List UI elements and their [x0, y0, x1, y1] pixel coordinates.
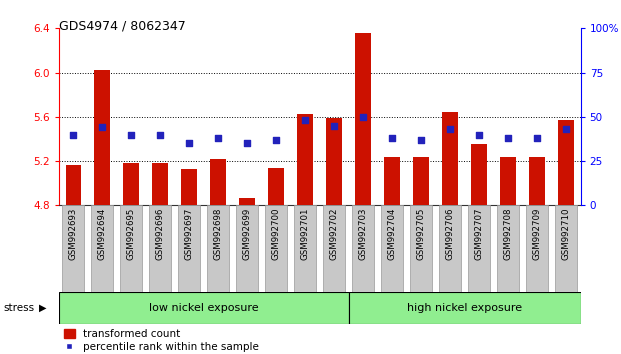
Bar: [124, 163, 139, 205]
Point: [503, 135, 513, 141]
Text: GSM992707: GSM992707: [474, 208, 484, 261]
FancyBboxPatch shape: [265, 205, 288, 292]
Text: GSM992696: GSM992696: [156, 208, 165, 260]
FancyBboxPatch shape: [59, 292, 349, 324]
Point: [271, 137, 281, 143]
Text: GSM992694: GSM992694: [98, 208, 107, 260]
Bar: [501, 156, 516, 205]
FancyBboxPatch shape: [410, 205, 432, 292]
Bar: [66, 165, 81, 205]
Point: [155, 132, 165, 137]
Text: GSM992702: GSM992702: [330, 208, 339, 261]
FancyBboxPatch shape: [381, 205, 403, 292]
FancyBboxPatch shape: [439, 205, 461, 292]
Text: GSM992695: GSM992695: [127, 208, 136, 260]
Point: [184, 141, 194, 146]
Legend: transformed count, percentile rank within the sample: transformed count, percentile rank withi…: [64, 329, 259, 352]
FancyBboxPatch shape: [324, 205, 345, 292]
Text: low nickel exposure: low nickel exposure: [149, 303, 259, 313]
Point: [214, 135, 224, 141]
Text: GSM992709: GSM992709: [533, 208, 542, 260]
Bar: [442, 112, 458, 205]
FancyBboxPatch shape: [120, 205, 142, 292]
Point: [532, 135, 542, 141]
FancyBboxPatch shape: [468, 205, 490, 292]
Bar: [239, 198, 255, 205]
Bar: [558, 120, 574, 205]
Point: [388, 135, 397, 141]
Text: GSM992706: GSM992706: [446, 208, 455, 261]
Bar: [529, 156, 545, 205]
Point: [127, 132, 137, 137]
Text: stress: stress: [3, 303, 34, 313]
FancyBboxPatch shape: [526, 205, 548, 292]
FancyBboxPatch shape: [63, 205, 84, 292]
Bar: [384, 156, 400, 205]
Point: [329, 123, 339, 129]
Point: [97, 125, 107, 130]
Text: GSM992710: GSM992710: [561, 208, 571, 261]
FancyBboxPatch shape: [150, 205, 171, 292]
FancyBboxPatch shape: [207, 205, 229, 292]
Text: GSM992693: GSM992693: [69, 208, 78, 260]
Bar: [471, 144, 487, 205]
FancyBboxPatch shape: [178, 205, 201, 292]
Bar: [355, 33, 371, 205]
Text: GSM992708: GSM992708: [504, 208, 513, 261]
Point: [358, 114, 368, 120]
Text: GSM992697: GSM992697: [185, 208, 194, 260]
Point: [242, 141, 252, 146]
Bar: [327, 118, 342, 205]
FancyBboxPatch shape: [294, 205, 316, 292]
Point: [416, 137, 426, 143]
FancyBboxPatch shape: [237, 205, 258, 292]
Bar: [414, 156, 429, 205]
Text: GSM992704: GSM992704: [388, 208, 397, 261]
Text: GSM992701: GSM992701: [301, 208, 310, 261]
Text: ▶: ▶: [39, 303, 46, 313]
FancyBboxPatch shape: [352, 205, 374, 292]
Point: [474, 132, 484, 137]
Point: [445, 126, 455, 132]
Text: GDS4974 / 8062347: GDS4974 / 8062347: [59, 19, 186, 33]
Point: [68, 132, 78, 137]
Text: GSM992700: GSM992700: [272, 208, 281, 261]
FancyBboxPatch shape: [555, 205, 577, 292]
Text: GSM992699: GSM992699: [243, 208, 252, 260]
Point: [301, 118, 310, 123]
FancyBboxPatch shape: [497, 205, 519, 292]
Text: GSM992698: GSM992698: [214, 208, 223, 260]
Bar: [211, 159, 226, 205]
FancyBboxPatch shape: [349, 292, 581, 324]
Bar: [94, 70, 111, 205]
Bar: [152, 163, 168, 205]
Point: [561, 126, 571, 132]
Bar: [181, 169, 197, 205]
Text: high nickel exposure: high nickel exposure: [407, 303, 522, 313]
Bar: [297, 114, 313, 205]
Text: GSM992703: GSM992703: [359, 208, 368, 261]
Text: GSM992705: GSM992705: [417, 208, 426, 261]
FancyBboxPatch shape: [91, 205, 114, 292]
Bar: [268, 168, 284, 205]
